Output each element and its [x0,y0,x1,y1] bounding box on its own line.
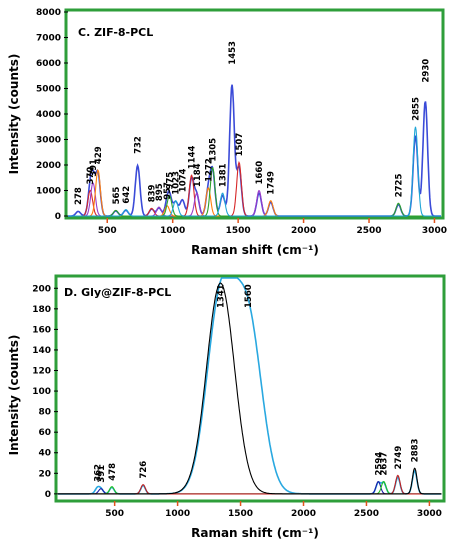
chart-d-ytick-label: 160 [32,325,51,335]
chart-c-ylabel: Intensity (counts) [7,54,21,175]
chart-c-ytick-label: 4000 [36,110,61,120]
chart-c-xtick-label: 2500 [356,226,381,236]
chart-d-ytick-label: 120 [32,367,51,377]
chart-c-ytick-label: 3000 [36,136,61,146]
chart-d-peak-label: 478 [108,463,118,481]
chart-d-ytick-label: 80 [38,408,51,418]
chart-c-peak-label: 2930 [421,59,431,83]
chart-c-peak-label: 839 [148,184,158,202]
chart-d-ticks: 0 20 40 60 80 100 120 140 160 180 200 500 1000 1500 20… [32,284,442,519]
chart-d-ytick-label: 200 [32,284,51,294]
chart-c-xlabel: Raman shift (cm⁻¹) [191,243,319,257]
chart-d-xtick-label: 500 [105,509,124,519]
chart-c-peak-label: 2725 [395,174,405,198]
chart-c-peak-label: 642 [122,186,132,204]
chart-c-ytick-label: 2000 [36,161,61,171]
chart-c-xtick-label: 3000 [422,226,447,236]
chart-c-ytick-label: 5000 [36,85,61,95]
chart-d-ytick-label: 60 [38,428,51,438]
chart-c-peak-label: 565 [112,187,122,205]
chart-d-ytick-label: 20 [38,469,51,479]
chart-c-title: C. ZIF-8-PCL [78,26,153,39]
chart-c-peak-label: 1023 [172,171,182,195]
chart-c-peak-label: 278 [74,187,84,205]
chart-d-peak-label: 1560 [244,284,254,308]
chart-d-xtick-label: 3000 [417,509,442,519]
chart-d-peak-label: 2883 [411,438,421,462]
chart-c-ytick-label: 8000 [36,8,61,18]
chart-c-peak-label: 1074 [178,168,188,192]
chart-c-xtick-label: 500 [98,226,117,236]
chart-c-ytick-label: 0 [55,212,61,222]
chart-d-xlabel: Raman shift (cm⁻¹) [191,526,319,540]
chart-d-xtick-label: 1000 [165,509,190,519]
chart-c-peak-label: 957 [163,182,173,200]
chart-d-series [58,277,442,495]
chart-d-ytick-label: 140 [32,346,51,356]
chart-c-peak-label: 1660 [255,161,265,185]
chart-d-peak-label: 726 [139,461,149,479]
chart-c-peak-label: 732 [134,136,144,154]
chart-c-ytick-label: 1000 [36,187,61,197]
chart-d-xtick-label: 1500 [228,509,253,519]
chart-d-peak-label: 2749 [394,446,404,470]
chart-c-xtick-label: 1500 [226,226,251,236]
chart-d: D. Gly@ZIF-8-PCL Raman shift (cm⁻¹) Inte… [7,274,446,540]
chart-d-ytick-label: 40 [38,449,51,459]
chart-d-frame [54,274,446,503]
chart-c-peak-label: 1749 [267,171,277,195]
chart-d-ytick-label: 180 [32,305,51,315]
chart-c-peak-label: 975 [165,172,175,190]
chart-d-xtick-label: 2000 [291,509,316,519]
chart-d-ylabel: Intensity (counts) [7,335,21,456]
chart-c-peak-label: 2855 [412,97,422,121]
chart-c-peak-label: 1381 [219,163,229,187]
chart-d-peak-label: 362 [93,464,103,482]
chart-c-xtick-label: 1000 [160,226,185,236]
chart-d-ytick-label: 0 [45,490,51,500]
chart-d-peak-label: 2637 [380,452,390,476]
chart-c-ytick-label: 7000 [36,34,61,44]
chart-c-ticks: 0 1000 2000 3000 4000 5000 6000 7000 8000 500 1000… [36,8,447,236]
chart-d-peak-label: 1341 [217,284,227,308]
chart-c-peak-label: 1507 [235,133,245,157]
chart-d-peak-label: 2594 [374,452,384,476]
chart-d-series-line [58,282,442,495]
chart-c-peak-label: 1272 [204,158,214,182]
chart-c: C. ZIF-8-PCL Raman shift (cm⁻¹) Intensit… [7,8,447,257]
chart-c-peak-label: 391 [89,159,99,177]
chart-c-peak-label: 1453 [228,41,238,65]
chart-c-series [68,84,441,217]
chart-d-xtick-label: 2500 [354,509,379,519]
chart-d-title: D. Gly@ZIF-8-PCL [64,286,171,299]
chart-c-ytick-label: 6000 [36,59,61,69]
chart-c-peak-label: 895 [155,183,165,201]
chart-c-peak-label: 429 [94,146,104,164]
chart-c-xtick-label: 2000 [291,226,316,236]
chart-c-peak-label: 1184 [193,163,203,187]
chart-d-ytick-label: 100 [32,387,51,397]
chart-d-peak-label: 391 [97,465,107,483]
chart-c-peak-label: 1144 [188,145,198,169]
chart-c-peak-label: 1305 [209,138,219,162]
chart-c-peak-label: 370 [86,167,96,185]
chart-c-series-line [68,126,441,217]
